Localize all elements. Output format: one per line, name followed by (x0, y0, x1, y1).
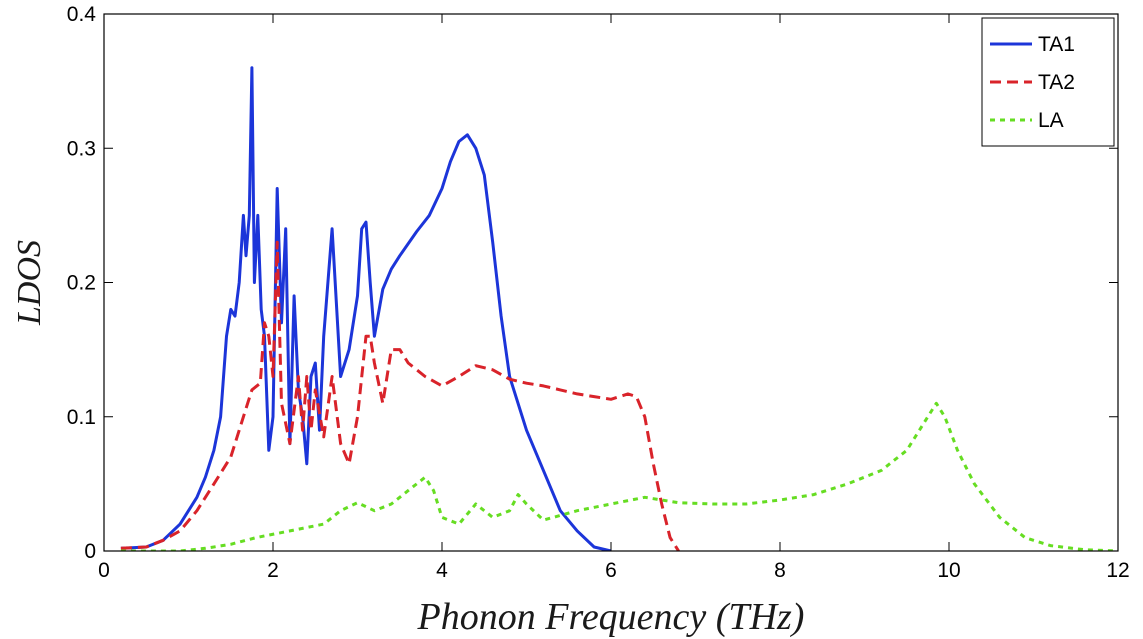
x-tick-label: 2 (267, 559, 279, 582)
legend-label-ta2: TA2 (1038, 71, 1075, 94)
x-tick-label: 0 (98, 559, 110, 582)
x-tick-label: 8 (774, 559, 786, 582)
legend-label-ta1: TA1 (1038, 33, 1075, 56)
y-tick-label: 0.2 (67, 272, 96, 295)
axes-frame (103, 13, 1119, 552)
y-tick-label: 0 (84, 540, 96, 563)
x-axis-title: Phonon Frequency (THz) (417, 596, 805, 638)
y-axis-title: LDOS (11, 240, 48, 326)
x-tick-label: 12 (1106, 559, 1129, 582)
x-tick-label: 6 (605, 559, 617, 582)
axes: 0 2 4 6 8 10 12 0 0.1 0.2 0.3 0.4 Phonon Frequency (… (11, 3, 1130, 638)
legend: TA1 TA2 LA (981, 17, 1115, 147)
legend-label-la: LA (1038, 109, 1064, 132)
y-tick-label: 0.4 (67, 3, 97, 26)
y-tick-label: 0.1 (67, 406, 96, 429)
series-line-ta1 (120, 66, 612, 551)
y-tick-label: 0.3 (67, 137, 96, 160)
plot-area (120, 66, 1118, 551)
series-line-ta2 (120, 240, 680, 551)
x-tick-label: 4 (436, 559, 448, 582)
x-tick-label: 10 (937, 559, 960, 582)
legend-box (981, 17, 1115, 147)
